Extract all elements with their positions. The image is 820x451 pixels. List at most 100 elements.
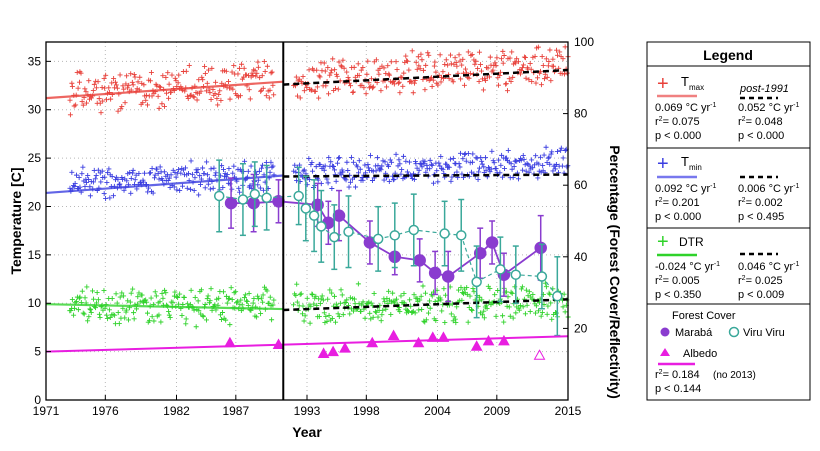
- data-point-plus: [457, 58, 463, 64]
- data-point-plus: [133, 172, 139, 178]
- data-point-plus: [493, 166, 499, 172]
- data-point-plus: [201, 171, 207, 177]
- data-point-plus: [67, 185, 73, 191]
- data-point-plus: [80, 164, 86, 170]
- data-point-plus: [390, 290, 396, 296]
- data-point-plus: [172, 289, 178, 295]
- data-point-plus: [393, 151, 399, 157]
- data-point-plus: [444, 161, 450, 167]
- data-point-plus: [252, 68, 258, 74]
- data-point-plus: [454, 304, 460, 310]
- data-point-plus: [560, 304, 566, 310]
- data-point-plus: [73, 298, 79, 304]
- data-point-plus: [309, 160, 315, 166]
- data-point-plus: [69, 297, 75, 303]
- data-point-plus: [185, 301, 191, 307]
- data-point-plus: [456, 287, 462, 293]
- data-point-plus: [246, 290, 252, 296]
- data-point-plus: [140, 100, 146, 106]
- data-point-plus: [216, 91, 222, 97]
- data-point-plus: [121, 293, 127, 299]
- data-point-plus: [135, 79, 141, 85]
- data-point-plus: [510, 315, 516, 321]
- data-point-plus: [526, 77, 532, 83]
- data-point-plus: [465, 319, 471, 325]
- data-point-plus: [87, 306, 93, 312]
- data-point-plus: [148, 70, 154, 76]
- data-point-plus: [481, 315, 487, 321]
- data-point-plus: [423, 317, 429, 323]
- data-point-plus: [521, 157, 527, 163]
- data-point-plus: [124, 73, 130, 79]
- data-point-plus: [446, 164, 452, 170]
- data-point-plus: [491, 160, 497, 166]
- data-point-plus: [474, 155, 480, 161]
- data-point-plus: [130, 82, 136, 88]
- data-point-plus: [127, 169, 133, 175]
- data-point-plus: [144, 102, 150, 108]
- data-point-plus: [237, 189, 243, 195]
- data-point-plus: [160, 73, 166, 79]
- data-point-plus: [297, 95, 303, 101]
- data-point-plus: [338, 172, 344, 178]
- data-point-plus: [432, 59, 438, 65]
- data-point-plus: [409, 309, 415, 315]
- data-point-plus: [460, 156, 466, 162]
- data-point-plus: [67, 97, 73, 103]
- legend-tmax-r2-post: r2= 0.048: [738, 116, 783, 128]
- data-point-plus: [310, 168, 316, 174]
- data-point-plus: [116, 321, 122, 327]
- data-point-plus: [76, 175, 82, 181]
- data-point-plus: [231, 163, 237, 169]
- data-point-plus: [126, 82, 132, 88]
- data-point-plus: [309, 292, 315, 298]
- legend-tmax-p-post: p < 0.000: [738, 130, 784, 142]
- data-point-plus: [427, 298, 433, 304]
- data-point-plus: [255, 182, 261, 188]
- data-point-plus: [149, 165, 155, 171]
- data-point-plus: [85, 318, 91, 324]
- data-point-plus: [220, 310, 226, 316]
- data-point-plus: [350, 308, 356, 314]
- maraba-point: [473, 246, 487, 260]
- data-point-plus: [344, 69, 350, 75]
- data-point-plus: [483, 155, 489, 161]
- data-point-plus: [386, 178, 392, 184]
- data-point-plus: [420, 283, 426, 289]
- data-point-plus: [169, 72, 175, 78]
- data-point-plus: [541, 152, 547, 158]
- data-point-plus: [427, 305, 433, 311]
- data-point-plus: [184, 185, 190, 191]
- data-point-plus: [293, 169, 299, 175]
- data-point-plus: [258, 295, 264, 301]
- data-point-plus: [549, 316, 555, 322]
- data-point-plus: [448, 178, 454, 184]
- data-point-plus: [346, 184, 352, 190]
- series-line-viru-viru: [219, 193, 558, 297]
- data-point-plus: [397, 308, 403, 314]
- data-point-plus: [316, 314, 322, 320]
- data-point-plus: [260, 85, 266, 91]
- viru-viru-point: [536, 271, 548, 282]
- data-point-plus: [119, 104, 125, 110]
- data-point-plus: [497, 170, 503, 176]
- data-point-plus: [77, 294, 83, 300]
- data-point-plus: [480, 87, 486, 93]
- data-point-plus: [325, 65, 331, 71]
- data-point-plus: [553, 161, 559, 167]
- data-point-plus: [130, 170, 136, 176]
- data-point-plus: [440, 166, 446, 172]
- data-point-plus: [245, 73, 251, 79]
- data-point-plus: [490, 67, 496, 73]
- data-point-plus: [271, 92, 277, 98]
- data-point-plus: [122, 315, 128, 321]
- data-point-plus: [330, 163, 336, 169]
- data-point-plus: [495, 288, 501, 294]
- data-point-plus: [90, 179, 96, 185]
- albedo-point: [317, 347, 330, 358]
- data-point-plus: [294, 281, 300, 287]
- data-point-plus: [515, 59, 521, 65]
- data-point-plus: [125, 298, 131, 304]
- data-point-plus: [317, 301, 323, 307]
- data-point-plus: [307, 320, 313, 326]
